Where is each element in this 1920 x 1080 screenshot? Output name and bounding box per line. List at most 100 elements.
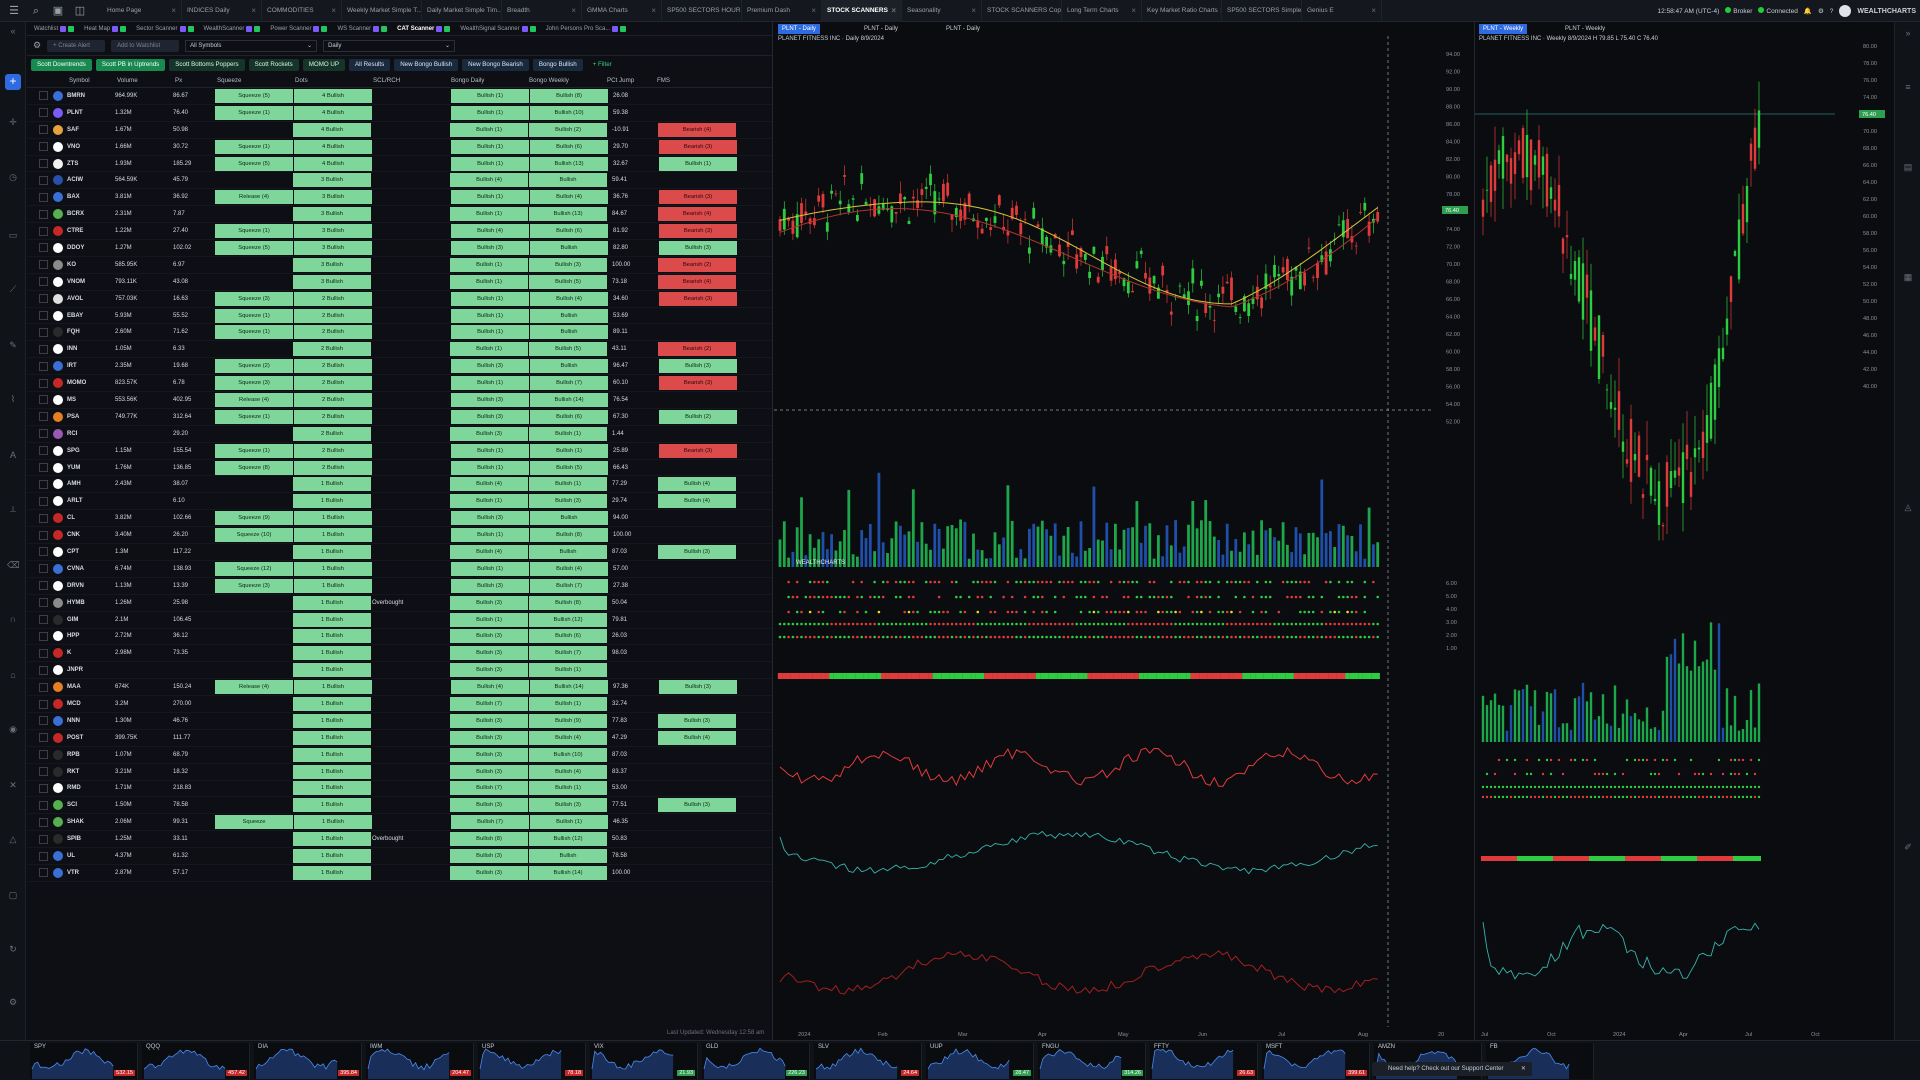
daily-chart-panel[interactable]: PLNT - Daily PLNT - Daily PLNT - Daily PLA… [774,22,1480,1040]
column-header[interactable]: Px [175,77,183,84]
table-row[interactable]: SPIB 1.25M 33.11 1 Bullish Overbought Bullish… [27,831,772,849]
table-row[interactable]: CTRE 1.22M 27.40 Squeeze (1) 3 Bullish Bullis… [27,223,772,241]
row-checkbox[interactable] [39,615,48,625]
close-tab-icon[interactable]: × [1218,6,1221,15]
mini-chart[interactable]: GLD 226.23 [702,1043,810,1079]
trash-icon[interactable]: ✕ [9,780,17,790]
close-tab-icon[interactable]: × [571,6,576,15]
scanner-tab[interactable]: Watchlist [30,25,78,32]
avatar[interactable] [1839,5,1852,17]
add-widget-button[interactable]: + [5,74,21,90]
chart-tab[interactable]: PLNT - Weekly [1479,24,1528,34]
collapse-icon[interactable]: « [10,26,16,36]
table-row[interactable]: MOMO 823.57K 6.78 Squeeze (3) 2 Bullish Bulli… [27,375,772,393]
settings-gear-icon[interactable]: ⚙ [1817,8,1824,15]
row-checkbox[interactable] [39,716,48,726]
row-checkbox[interactable] [39,682,48,692]
row-checkbox[interactable] [39,851,48,861]
table-row[interactable]: SHAK 2.06M 99.31 Squeeze 1 Bullish Bullish (7… [27,814,772,832]
row-checkbox[interactable] [39,699,48,709]
filter-chip[interactable]: All Results [348,59,391,71]
column-header[interactable]: FMS [657,77,671,84]
layout-tab[interactable]: Breadth × [502,0,582,22]
crosshair-icon[interactable]: ✛ [9,117,17,127]
column-header[interactable]: Volume [117,77,138,84]
close-tab-icon[interactable]: × [971,6,976,15]
alerts-icon[interactable]: ◬ [1904,502,1912,512]
table-row[interactable]: RPB 1.07M 68.79 1 Bullish Bullish (3) Bullish… [27,747,772,764]
bell-icon[interactable]: 🔔 [1803,8,1812,15]
table-row[interactable]: AVOL 757.03K 16.63 Squeeze (3) 2 Bullish Bull… [27,291,772,308]
row-checkbox[interactable] [39,783,48,793]
scanner-settings-icon[interactable]: ⚙ [33,40,42,50]
close-tab-icon[interactable]: × [171,6,176,15]
column-header[interactable]: PCt Jump [607,77,635,84]
row-checkbox[interactable] [39,361,48,371]
mini-chart[interactable]: QQQ 457.42 [142,1043,250,1079]
row-checkbox[interactable] [39,868,48,878]
layout-tab[interactable]: Weekly Market Simple T...× [342,0,422,22]
mini-chart[interactable]: SLV 24.64 [814,1043,922,1079]
table-row[interactable]: CL 3.82M 102.66 Squeeze (9) 1 Bullish Bullish… [27,510,772,528]
table-row[interactable]: VTR 2.87M 57.17 1 Bullish Bullish (3) Bullish… [27,865,772,882]
table-row[interactable]: EBAY 5.93M 55.52 Squeeze (1) 2 Bullish Bullis… [27,308,772,325]
row-checkbox[interactable] [39,311,48,321]
filter-chip[interactable]: Scott Rockets [248,59,299,71]
table-row[interactable]: MCD 3.2M 270.00 1 Bullish Bullish (7) Bullish… [27,696,772,713]
mini-chart[interactable]: FFTY 26.63 [1150,1043,1258,1079]
table-row[interactable]: SPG 1.15M 155.54 Squeeze (1) 2 Bullish Bullis… [27,443,772,460]
table-row[interactable]: VNOM 793.11K 43.08 3 Bullish Bullish (1) Bull… [27,274,772,291]
table-row[interactable]: INN 1.05M 6.33 2 Bullish Bullish (1) Bullish … [27,341,772,359]
column-header[interactable]: Bongo Weekly [529,77,569,84]
mini-chart[interactable]: FNGU 314.26 [1038,1043,1146,1079]
row-checkbox[interactable] [39,125,48,135]
row-checkbox[interactable] [39,243,48,253]
weekly-chart-panel[interactable]: PLNT - Weekly PLNT - Weekly PLANET FITNES… [1474,22,1894,1040]
table-row[interactable]: AMH 2.43M 38.07 1 Bullish Bullish (4) Bullish… [27,476,772,494]
layout-tab[interactable]: GMMA Charts × [582,0,662,22]
column-header[interactable]: Dots [295,77,308,84]
row-checkbox[interactable] [39,581,48,591]
row-checkbox[interactable] [39,294,48,304]
close-tab-icon[interactable]: × [1131,6,1136,15]
row-checkbox[interactable] [39,395,48,405]
measure-icon[interactable]: ⟂ [9,504,16,514]
close-tab-icon[interactable]: × [331,6,336,15]
filter-chip[interactable]: Bongo Bullish [532,59,583,71]
layout-tab[interactable]: Genius E × [1302,0,1382,22]
table-row[interactable]: PLNT 1.32M 76.40 Squeeze (1) 4 Bullish Bullis… [27,105,772,122]
watchlist-icon[interactable]: ≡ [1905,82,1911,92]
magnet-icon[interactable]: ∩ [9,614,17,624]
row-checkbox[interactable] [39,463,48,473]
row-checkbox[interactable] [39,648,48,658]
table-row[interactable]: GIM 2.1M 106.45 1 Bullish Bullish (1) Bullish… [27,612,772,629]
row-checkbox[interactable] [39,631,48,641]
weekly-chart-canvas[interactable]: 80.0078.0076.0074.0072.0070.0068.0066.00… [1475,22,1895,1040]
alert-icon[interactable]: △ [9,834,17,844]
table-row[interactable]: ARLT 6.10 1 Bullish Bullish (1) Bullish (3) 2… [27,493,772,511]
column-header[interactable]: Squeeze [217,77,242,84]
table-row[interactable]: SAF 1.67M 50.98 4 Bullish Bullish (1) Bullish… [27,122,772,139]
calendar-icon[interactable]: ▦ [1903,272,1913,282]
filter-chip[interactable]: Scott Downtrends [31,59,92,71]
scanner-tab[interactable]: Sector Scanner [132,25,197,32]
row-checkbox[interactable] [39,834,48,844]
table-row[interactable]: ACIW 564.59K 45.79 3 Bullish Bullish (4) Bull… [27,172,772,190]
notes-icon[interactable]: ✐ [1904,842,1912,852]
refresh-icon[interactable]: ↻ [9,944,17,954]
column-header[interactable]: SCL/RCH [373,77,401,84]
mini-chart[interactable]: USP 78.18 [478,1043,586,1079]
table-row[interactable]: CVNA 6.74M 138.93 Squeeze (12) 1 Bullish Bull… [27,561,772,578]
layers-icon[interactable]: ◫ [74,4,86,17]
row-checkbox[interactable] [39,598,48,608]
row-checkbox[interactable] [39,446,48,456]
table-row[interactable]: SCI 1.50M 78.58 1 Bullish Bullish (3) Bullish… [27,797,772,815]
row-checkbox[interactable] [39,327,48,337]
row-checkbox[interactable] [39,733,48,743]
table-row[interactable]: RMD 1.71M 218.83 1 Bullish Bullish (7) Bullis… [27,781,772,798]
table-row[interactable]: IRT 2.35M 19.68 Squeeze (2) 2 Bullish Bullish… [27,358,772,376]
scanner-tab[interactable]: WS Scanner [333,25,391,32]
table-row[interactable]: MS 553.56K 402.95 Release (4) 2 Bullish Bulli… [27,392,772,409]
table-row[interactable]: MAA 674K 150.24 Release (4) 1 Bullish Bullish… [27,679,772,697]
trend-line-icon[interactable]: ⟋ [9,284,17,294]
